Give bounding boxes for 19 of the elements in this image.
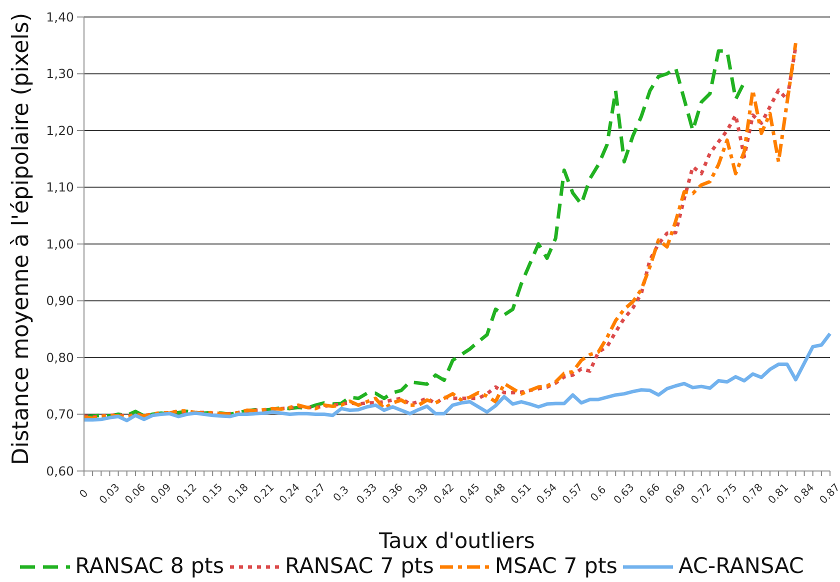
y-tick-label: 1,10 <box>46 180 74 195</box>
legend-label: RANSAC 7 pts <box>285 554 434 580</box>
y-tick-label: 1,30 <box>46 66 74 82</box>
y-tick-label: 0,90 <box>46 293 74 308</box>
y-tick-label: 0,60 <box>46 463 74 478</box>
y-tick-label: 1,40 <box>46 9 74 24</box>
x-tick-label: 0.3 <box>331 484 352 504</box>
legend-label: AC-RANSAC <box>678 554 804 580</box>
x-axis-title: Taux d'outliers <box>378 529 535 554</box>
x-tick-label: 0.6 <box>588 484 609 504</box>
y-axis-title: Distance moyenne à l'épipolaire (pixels) <box>8 12 34 466</box>
x-tick-label: 0 <box>77 487 91 501</box>
legend-label: RANSAC 8 pts <box>75 554 224 580</box>
legend-label: MSAC 7 pts <box>494 554 618 580</box>
y-tick-label: 1,20 <box>46 122 74 138</box>
line-series <box>82 332 832 422</box>
y-tick-label: 0,80 <box>46 350 74 365</box>
y-tick-label: 0,70 <box>46 406 74 422</box>
y-tick-label: 1,00 <box>46 236 74 252</box>
